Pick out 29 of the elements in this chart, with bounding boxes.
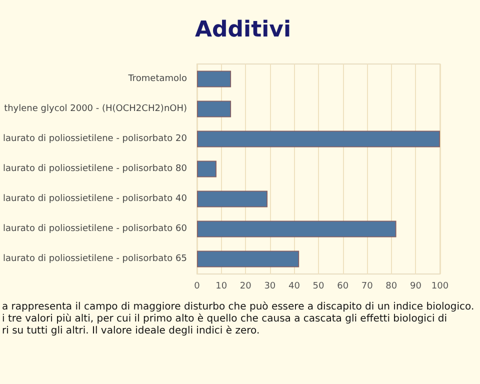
x-tick-label: 20 — [240, 282, 252, 292]
y-tick-label: laurato di poliossietilene - polisorbato 80 — [2, 164, 188, 174]
y-tick-label: thylene glycol 2000 - (H(OCH2CH2)nOH) — [4, 104, 188, 114]
x-tick-label: 100 — [431, 282, 449, 292]
bar — [197, 160, 216, 178]
bar — [197, 100, 232, 118]
y-tick-label: Trometamolo — [127, 74, 188, 84]
bar — [197, 130, 440, 148]
bar — [197, 70, 232, 88]
x-tick-label: 10 — [216, 282, 228, 292]
chart-title: Additivi — [195, 18, 292, 42]
text: ri su tutti gli altri. Il valore ideale degli indici è zero. — [2, 326, 260, 336]
bar — [197, 190, 268, 208]
y-tick-label: laurato di poliossietilene - polisorbato 65 — [2, 254, 188, 264]
x-tick-label: 80 — [386, 282, 398, 292]
x-tick-label: 30 — [264, 282, 276, 292]
y-tick-label: laurato di poliossietilene - polisorbato 60 — [2, 224, 188, 234]
x-tick-label: 0 — [194, 282, 200, 292]
text: i tre valori più alti, per cui il primo alto è quello che causa a cascata gli effetti biologici di — [2, 314, 448, 324]
bar — [197, 250, 300, 268]
x-tick-label: 70 — [361, 282, 374, 292]
text: a rappresenta il campo di maggiore disturbo che può essere a discapito di un indice biologico. — [2, 302, 474, 312]
bar — [197, 220, 396, 238]
y-tick-label: laurato di poliossietilene - polisorbato 20 — [2, 134, 188, 144]
x-tick-label: 60 — [337, 282, 349, 292]
x-tick-label: 40 — [288, 282, 300, 292]
x-tick-label: 90 — [410, 282, 422, 292]
y-tick-label: laurato di poliossietilene - polisorbato 40 — [2, 194, 188, 204]
x-tick-label: 50 — [312, 282, 325, 292]
